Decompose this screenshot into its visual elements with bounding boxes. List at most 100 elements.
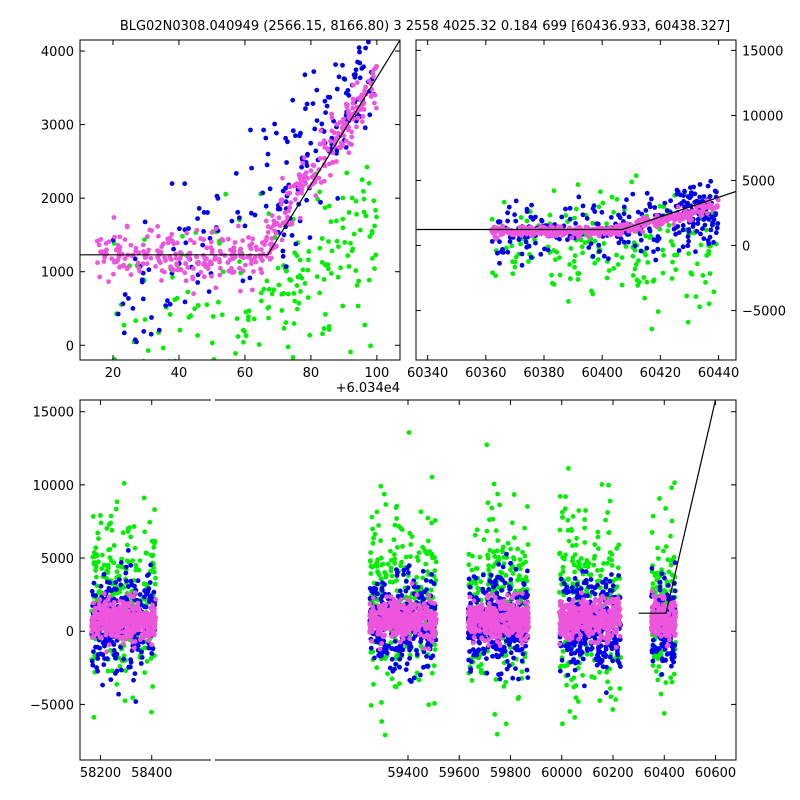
data-point-blue bbox=[638, 248, 644, 254]
data-point-pink bbox=[117, 244, 123, 250]
data-point-blue bbox=[512, 212, 517, 218]
data-point-green bbox=[258, 290, 264, 296]
data-point-blue bbox=[233, 171, 239, 176]
data-point-blue bbox=[200, 242, 206, 248]
data-point-pink bbox=[366, 78, 372, 84]
data-point-blue bbox=[513, 218, 519, 224]
data-point-blue bbox=[163, 303, 169, 308]
data-point-green bbox=[125, 542, 130, 548]
data-point-pink bbox=[372, 100, 377, 106]
data-point-blue bbox=[414, 648, 419, 653]
data-point-blue bbox=[523, 239, 529, 245]
data-point-green bbox=[117, 664, 123, 669]
data-point-blue bbox=[664, 208, 670, 213]
data-point-green bbox=[315, 196, 321, 202]
data-point-pink bbox=[118, 605, 123, 610]
data-point-blue bbox=[675, 189, 681, 195]
data-point-pink bbox=[368, 625, 373, 630]
data-point-green bbox=[669, 276, 675, 281]
data-point-pink bbox=[152, 625, 157, 631]
data-point-green bbox=[600, 200, 606, 206]
data-point-green bbox=[388, 548, 393, 554]
data-point-pink bbox=[495, 599, 501, 605]
data-point-pink bbox=[577, 224, 582, 230]
data-point-green bbox=[321, 326, 327, 331]
data-point-pink bbox=[398, 639, 403, 645]
data-point-blue bbox=[310, 101, 316, 106]
data-point-pink bbox=[486, 637, 492, 643]
data-point-blue bbox=[715, 221, 721, 226]
data-point-green bbox=[373, 252, 379, 258]
data-point-pink bbox=[569, 235, 575, 241]
data-point-pink bbox=[152, 606, 157, 612]
data-point-blue bbox=[505, 210, 510, 216]
data-point-green bbox=[429, 474, 435, 480]
data-point-blue bbox=[510, 675, 516, 681]
data-point-green bbox=[334, 218, 339, 224]
data-point-pink bbox=[98, 618, 104, 624]
data-point-pink bbox=[558, 224, 564, 230]
data-point-blue bbox=[647, 204, 653, 210]
data-point-green bbox=[216, 299, 221, 305]
data-point-blue bbox=[235, 209, 241, 215]
data-point-blue bbox=[240, 278, 246, 284]
data-point-pink bbox=[127, 634, 132, 640]
data-point-green bbox=[117, 589, 122, 595]
data-point-blue bbox=[145, 588, 151, 594]
data-point-blue bbox=[497, 239, 502, 245]
data-point-green bbox=[382, 656, 388, 661]
data-point-green bbox=[475, 590, 480, 596]
data-point-green bbox=[595, 579, 600, 584]
data-point-green bbox=[579, 556, 584, 561]
data-point-green bbox=[148, 552, 154, 558]
data-point-green bbox=[383, 502, 389, 507]
data-point-blue bbox=[135, 578, 141, 584]
data-point-blue bbox=[132, 256, 138, 262]
data-point-green bbox=[256, 342, 262, 347]
data-point-pink bbox=[496, 624, 501, 630]
data-point-pink bbox=[196, 260, 202, 265]
data-point-green bbox=[323, 312, 328, 317]
data-point-green bbox=[107, 555, 113, 560]
data-point-green bbox=[349, 248, 355, 254]
data-point-pink bbox=[467, 627, 473, 632]
data-point-pink bbox=[358, 107, 364, 112]
data-point-pink bbox=[288, 200, 294, 206]
data-point-pink bbox=[347, 141, 353, 147]
data-point-pink bbox=[252, 255, 258, 260]
data-point-pink bbox=[106, 279, 111, 284]
data-point-pink bbox=[125, 616, 131, 622]
data-point-pink bbox=[316, 175, 322, 181]
data-point-green bbox=[291, 321, 297, 326]
data-point-pink bbox=[407, 636, 412, 642]
data-point-green bbox=[152, 538, 158, 544]
data-point-green bbox=[563, 494, 568, 500]
data-point-pink bbox=[265, 224, 271, 230]
data-point-blue bbox=[302, 72, 308, 78]
data-point-blue bbox=[405, 641, 411, 646]
data-point-green bbox=[125, 529, 131, 534]
data-point-green bbox=[642, 295, 648, 301]
data-point-green bbox=[325, 266, 331, 272]
data-point-blue bbox=[513, 666, 518, 671]
data-point-green bbox=[564, 682, 569, 688]
data-point-pink bbox=[393, 617, 399, 622]
data-point-green bbox=[615, 262, 621, 267]
data-point-pink bbox=[104, 649, 110, 655]
data-point-pink bbox=[106, 642, 112, 648]
data-point-pink bbox=[543, 229, 548, 235]
x-tick-label: 60 bbox=[237, 366, 254, 381]
data-point-green bbox=[497, 502, 503, 508]
data-point-pink bbox=[318, 180, 324, 185]
data-point-pink bbox=[149, 631, 154, 637]
data-point-green bbox=[595, 568, 600, 573]
data-point-blue bbox=[519, 251, 525, 257]
data-point-blue bbox=[506, 642, 512, 647]
data-point-pink bbox=[112, 234, 117, 240]
data-point-green bbox=[472, 532, 478, 538]
data-point-green bbox=[114, 681, 120, 687]
data-point-green bbox=[296, 300, 302, 306]
data-point-blue bbox=[392, 639, 398, 644]
x-tick-label: 60400 bbox=[582, 366, 623, 381]
